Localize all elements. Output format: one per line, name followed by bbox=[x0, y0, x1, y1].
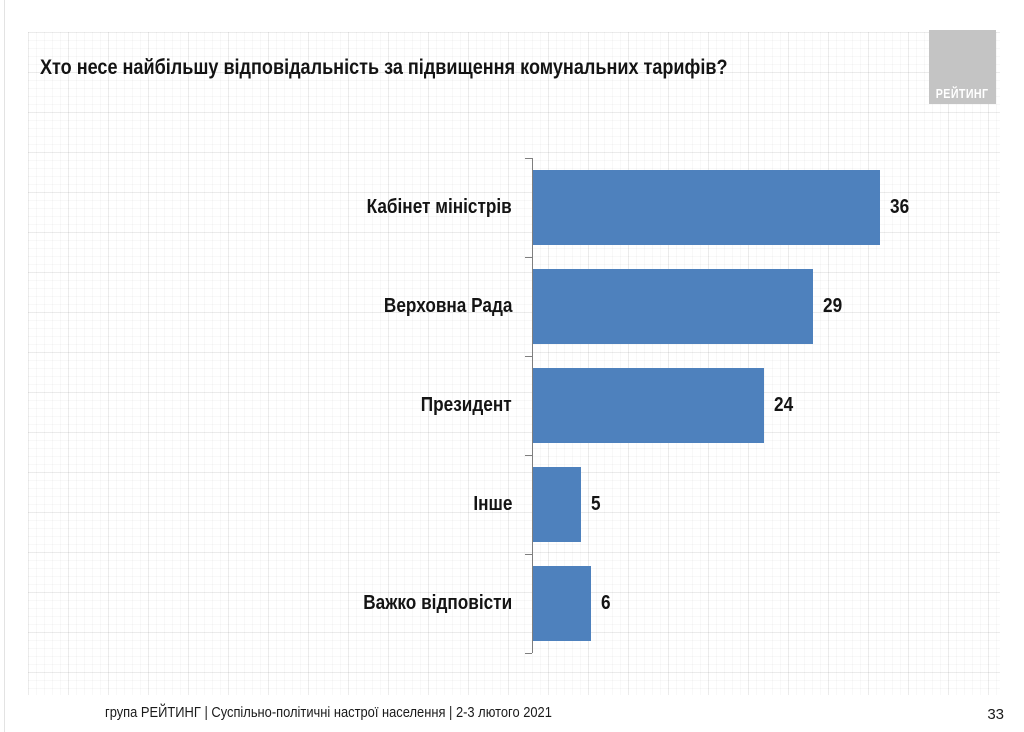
value-label: 29 bbox=[823, 295, 845, 318]
footer-caption: група РЕЙТИНГ | Суспільно-політичні наст… bbox=[105, 704, 625, 721]
value-label: 5 bbox=[591, 493, 602, 516]
rating-group-logo-label: РЕЙТИНГ bbox=[936, 86, 989, 101]
category-label: Важко відповісти bbox=[282, 592, 512, 615]
value-label-text: 24 bbox=[774, 394, 794, 416]
category-label: Верховна Рада bbox=[282, 295, 512, 318]
rating-group-logo: РЕЙТИНГ bbox=[929, 30, 996, 104]
bar bbox=[533, 566, 591, 641]
bar bbox=[533, 170, 880, 245]
value-label-text: 29 bbox=[823, 295, 843, 317]
page-number: 33 bbox=[987, 706, 1004, 723]
axis-tick-mark bbox=[525, 257, 532, 258]
category-label: Кабінет міністрів bbox=[282, 196, 512, 219]
category-axis-line bbox=[532, 158, 533, 653]
value-label-text: 36 bbox=[890, 196, 910, 218]
axis-tick-mark bbox=[525, 158, 532, 159]
value-label: 36 bbox=[890, 196, 912, 219]
bar bbox=[533, 467, 581, 542]
category-label-text: Інше bbox=[472, 493, 512, 515]
category-label-text: Важко відповісти bbox=[363, 592, 512, 614]
axis-tick-mark bbox=[525, 455, 532, 456]
value-label: 24 bbox=[774, 394, 796, 417]
chart-title-text: Хто несе найбільшу відповідальність за п… bbox=[40, 56, 728, 79]
axis-tick-mark bbox=[525, 356, 532, 357]
category-label-text: Верховна Рада bbox=[383, 295, 512, 317]
bar bbox=[533, 368, 764, 443]
category-label-text: Президент bbox=[421, 394, 512, 416]
value-label-text: 6 bbox=[601, 592, 611, 614]
category-label-text: Кабінет міністрів bbox=[366, 196, 512, 218]
axis-tick-mark bbox=[525, 653, 532, 654]
chart-title: Хто несе найбільшу відповідальність за п… bbox=[40, 56, 900, 80]
footer-caption-text: група РЕЙТИНГ | Суспільно-політичні наст… bbox=[105, 704, 552, 721]
category-label: Президент bbox=[282, 394, 512, 417]
slide-content-panel bbox=[28, 32, 1000, 695]
category-label: Інше bbox=[282, 493, 512, 516]
axis-tick-mark bbox=[525, 554, 532, 555]
value-label-text: 5 bbox=[591, 493, 601, 515]
value-label: 6 bbox=[601, 592, 612, 615]
slide-left-edge bbox=[4, 0, 5, 732]
bar bbox=[533, 269, 813, 344]
